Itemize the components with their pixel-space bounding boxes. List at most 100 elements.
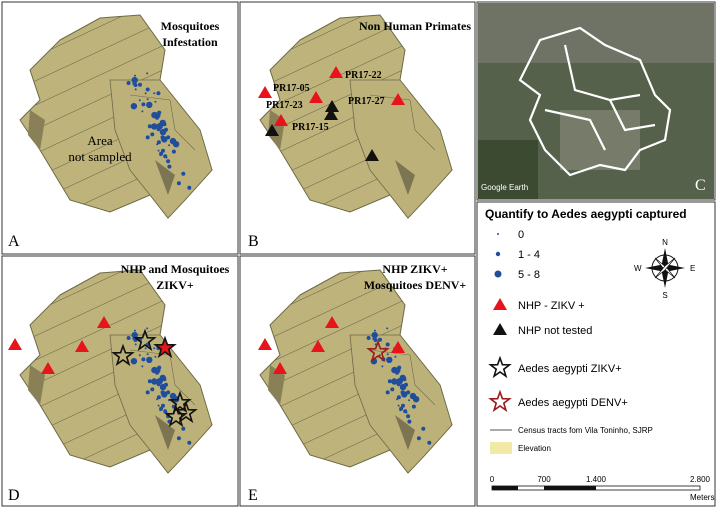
dot [381, 365, 384, 368]
dot [406, 414, 411, 419]
panel-b: Non Human Primates PR17-05 PR17-22 PR17-… [248, 14, 471, 250]
dot [169, 392, 177, 400]
dot [399, 409, 402, 412]
dot [404, 382, 408, 387]
dot [156, 123, 163, 130]
dot [134, 88, 137, 91]
dot [146, 327, 149, 330]
panel-letter: D [8, 487, 20, 504]
nhp-label: PR17-23 [266, 100, 303, 111]
dot [176, 436, 181, 441]
dot [132, 337, 135, 340]
dot [134, 74, 136, 77]
dot [155, 115, 159, 120]
dot [141, 365, 144, 368]
dot [391, 378, 398, 385]
dot [187, 185, 192, 190]
compass-label: S [662, 291, 667, 300]
dot [156, 140, 161, 145]
dot [385, 342, 390, 347]
panel-letter: C [695, 177, 706, 194]
dot [371, 331, 378, 339]
scale-tick: 1.400 [586, 475, 607, 484]
dot [132, 82, 135, 85]
panel-e: NHP ZIKV+ Mosquitoes DENV+ E [248, 262, 466, 504]
dot [378, 337, 382, 342]
nhp-label: PR17-27 [348, 96, 385, 107]
panel-letter: E [248, 487, 258, 504]
panel-title: Infestation [162, 35, 218, 49]
compass-label: N [662, 238, 668, 247]
dot [167, 164, 172, 169]
legend-label: 5 - 8 [518, 269, 540, 281]
dot [378, 354, 381, 357]
dot [163, 409, 168, 414]
dot [159, 154, 162, 157]
dot [411, 404, 416, 409]
dot [146, 101, 153, 109]
dot [156, 395, 161, 400]
watermark: Google Earth [481, 183, 528, 192]
scale-unit: Meters [690, 493, 714, 502]
dot [133, 83, 138, 87]
dot [394, 355, 397, 358]
mosquito-dots [366, 327, 432, 445]
dot [187, 440, 192, 445]
dot [373, 338, 378, 342]
dot [150, 132, 155, 137]
legend-label: NHP not tested [518, 325, 592, 337]
dot [153, 347, 156, 350]
dot [157, 365, 162, 370]
dot [427, 440, 432, 445]
dot [144, 347, 147, 350]
dot [126, 336, 131, 340]
dot [366, 336, 371, 340]
dot [157, 149, 160, 152]
panel-title: Non Human Primates [359, 19, 471, 33]
dot [134, 329, 136, 332]
panel-a: Mosquitoes Infestation Area not sampled … [8, 14, 220, 250]
dot [395, 370, 399, 375]
dot [157, 110, 162, 115]
dot [403, 409, 408, 414]
dot [131, 76, 138, 84]
dot [146, 356, 153, 364]
dot [168, 399, 171, 402]
dot [126, 81, 131, 85]
legend-label: Elevation [518, 444, 551, 453]
panel-title: ZIKV+ [156, 278, 194, 292]
dot [145, 390, 150, 395]
dot [157, 404, 160, 407]
dot [374, 329, 376, 332]
dot [156, 378, 163, 385]
dot [159, 409, 162, 412]
dot [138, 354, 141, 357]
panel-title: NHP ZIKV+ [382, 262, 447, 276]
dot [151, 123, 158, 130]
dot [372, 337, 375, 340]
dot [164, 382, 168, 387]
panel-title: NHP and Mosquitoes [121, 262, 230, 276]
dot [397, 404, 400, 407]
dot [141, 110, 144, 113]
legend-label: 1 - 4 [518, 249, 540, 261]
dot [386, 356, 393, 364]
mosquito-dots [126, 72, 192, 190]
dot [161, 136, 168, 143]
scale-tick: 2.800 [690, 475, 711, 484]
dot [130, 358, 138, 365]
dot [156, 91, 161, 96]
dot [181, 171, 186, 176]
dot [141, 357, 146, 362]
dot [169, 137, 177, 145]
dot [141, 102, 146, 107]
dot [147, 124, 152, 129]
dot [390, 387, 395, 392]
dot [407, 419, 412, 424]
dot [130, 103, 138, 110]
dot [155, 370, 159, 375]
dot [154, 100, 157, 103]
dot [138, 99, 141, 102]
dot [147, 379, 152, 384]
compass-label: W [634, 264, 642, 273]
